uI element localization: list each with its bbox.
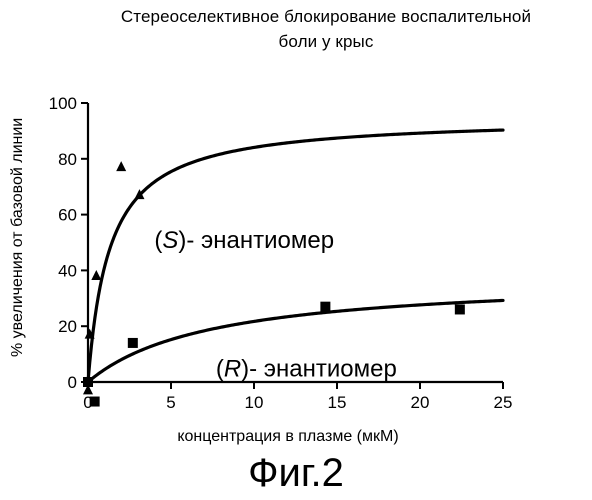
y-tick-label: 80 [58, 150, 77, 169]
series-label-s: (S)- энантиомер [154, 227, 334, 254]
data-point-square [83, 377, 93, 387]
data-point-square [455, 304, 465, 314]
x-tick-label: 10 [245, 393, 264, 412]
data-point-square [90, 397, 100, 407]
series-label-r: (R)- энантиомер [216, 355, 397, 382]
x-tick-label: 20 [411, 393, 430, 412]
y-tick-label: 0 [68, 373, 77, 392]
y-tick-label: 20 [58, 317, 77, 336]
data-point-square [320, 302, 330, 312]
data-point-triangle [116, 161, 126, 171]
data-point-square [128, 338, 138, 348]
x-tick-label: 15 [328, 393, 347, 412]
fit-curve-s [88, 130, 503, 382]
y-tick-label: 60 [58, 206, 77, 225]
y-tick-label: 100 [49, 94, 77, 113]
x-tick-label: 5 [166, 393, 175, 412]
x-tick-label: 25 [494, 393, 513, 412]
y-tick-label: 40 [58, 261, 77, 280]
data-point-triangle [91, 270, 101, 280]
